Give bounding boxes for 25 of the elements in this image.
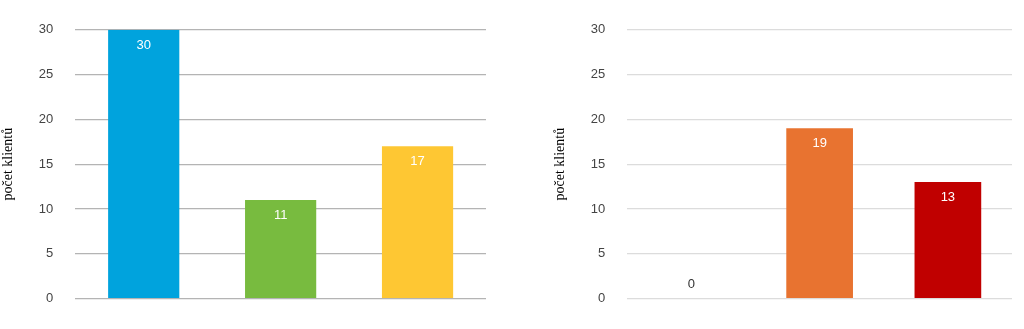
y-tick-label: 10 — [38, 200, 54, 216]
y-tick-label: 5 — [46, 245, 54, 261]
y-axis-title: počet klientů — [552, 127, 568, 201]
y-tick-label: 15 — [590, 155, 606, 171]
y-tick-label: 0 — [46, 290, 54, 306]
bar — [381, 146, 454, 298]
y-tick-label: 10 — [590, 200, 606, 216]
y-tick-label: 25 — [38, 66, 54, 82]
y-tick-label: 20 — [38, 110, 54, 126]
y-axis-title: počet klientů — [0, 127, 16, 201]
data-label: 13 — [940, 189, 956, 205]
y-tick-label: 0 — [598, 290, 606, 306]
data-label: 19 — [812, 135, 827, 151]
y-tick-label: 25 — [590, 66, 606, 82]
data-label: 11 — [273, 207, 288, 223]
data-label: 30 — [136, 36, 151, 52]
bar — [108, 29, 180, 298]
y-tick-label: 20 — [590, 110, 606, 126]
y-tick-label: 30 — [590, 21, 606, 37]
data-label: 0 — [687, 275, 695, 291]
y-tick-label: 5 — [598, 245, 606, 261]
data-label: 17 — [410, 153, 425, 169]
bar — [245, 200, 317, 298]
y-tick-label: 15 — [38, 155, 54, 171]
y-tick-label: 30 — [38, 21, 54, 37]
